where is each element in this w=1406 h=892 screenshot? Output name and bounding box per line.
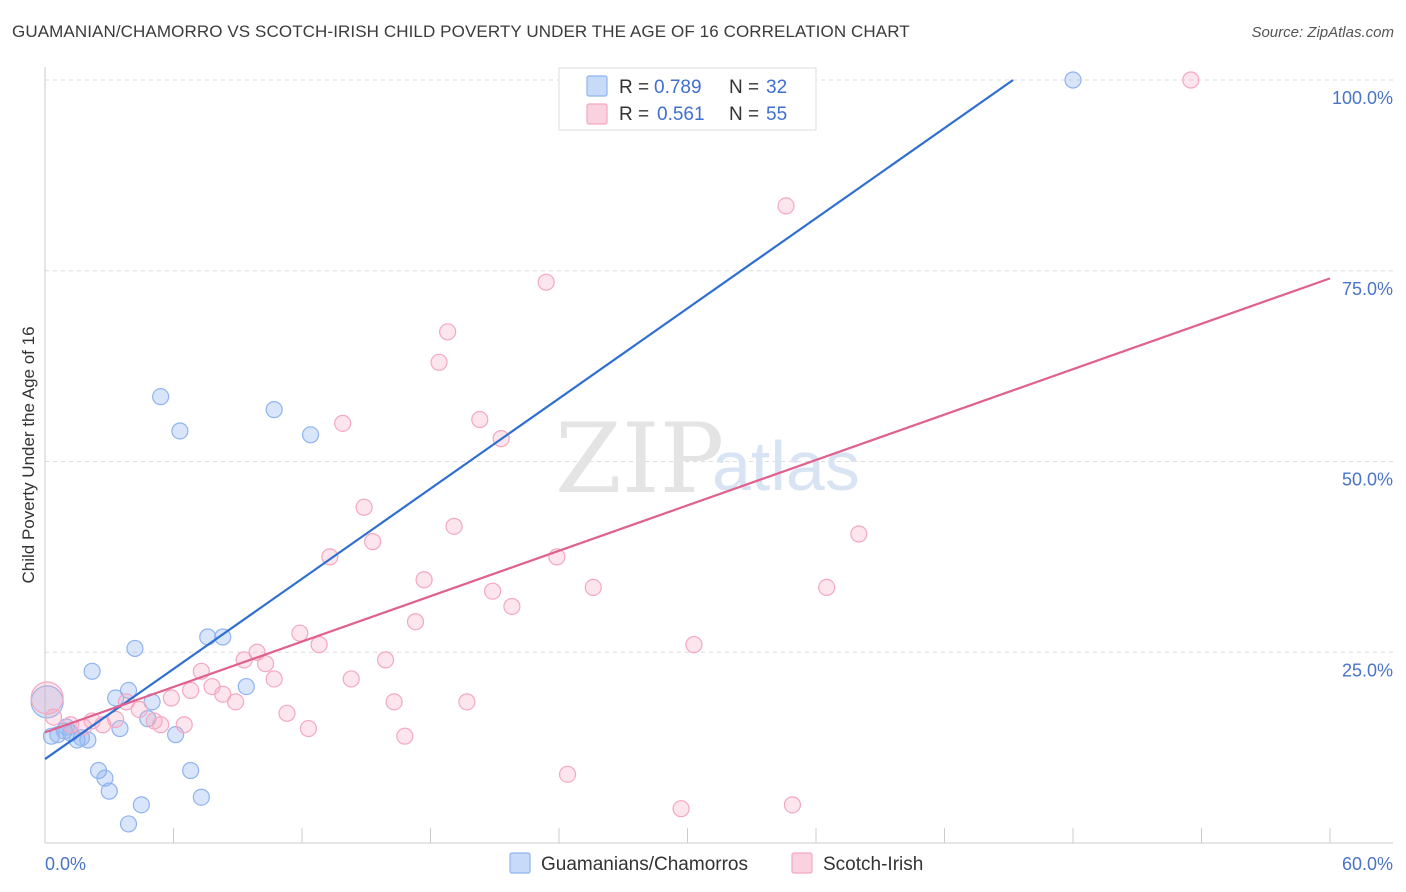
point-series0-27 — [214, 628, 232, 646]
point-series1-22 — [278, 704, 296, 722]
point-series0-21 — [152, 388, 170, 406]
point-series0-26 — [199, 628, 217, 646]
trend-line-series0 — [44, 79, 1014, 760]
y-tick-label-0: 25.0% — [1342, 660, 1393, 680]
watermark-atlas: atlas — [712, 427, 860, 505]
point-series1-50 — [777, 197, 795, 215]
legend-swatch-scotch-irish — [586, 103, 608, 125]
legend-n-label-2: N = — [729, 104, 759, 125]
point-series1-40 — [471, 410, 489, 429]
watermark-zip: ZIP — [555, 403, 724, 515]
point-series0-9 — [83, 662, 101, 680]
x-tick-label-1: 60.0% — [1342, 854, 1393, 874]
point-series0-24 — [182, 761, 200, 780]
point-series1-25 — [310, 636, 328, 654]
y-tick-label-3: 100.0% — [1332, 88, 1393, 108]
x-tick-label-0: 0.0% — [45, 854, 86, 874]
point-series0-8 — [79, 731, 97, 749]
point-series1-21 — [265, 670, 283, 688]
point-series1-36 — [430, 353, 448, 371]
legend-n-value-1: 32 — [766, 77, 787, 98]
bottom-legend-swatch-guamanian — [509, 852, 531, 874]
point-series1-34 — [406, 613, 425, 631]
point-series0-17 — [126, 639, 144, 658]
point-series0-23 — [171, 422, 189, 440]
y-tick-label-2: 75.0% — [1342, 279, 1393, 299]
point-series0-31 — [1064, 71, 1082, 89]
point-series1-44 — [537, 273, 555, 291]
legend-r-value-2: 0.561 — [657, 104, 705, 125]
legend-r-label-2: R = — [619, 104, 649, 125]
trend-lines — [44, 79, 1331, 760]
point-series1-29 — [355, 498, 373, 516]
trend-line-series1 — [44, 277, 1331, 734]
chart-title: GUAMANIAN/CHAMORRO VS SCOTCH-IRISH CHILD… — [12, 22, 910, 41]
y-axis-label: Child Poverty Under the Age of 16 — [19, 326, 38, 583]
bottom-legend-label-guamanian: Guamanians/Chamorros — [541, 854, 748, 875]
point-series0-28 — [237, 677, 255, 696]
legend-box: R = 0.789 N = 32 R = 0.561 N = 55 — [558, 67, 817, 131]
point-series1-16 — [214, 685, 232, 703]
point-series1-48 — [672, 800, 690, 818]
point-series1-49 — [685, 636, 703, 654]
point-series1-11 — [162, 689, 180, 707]
point-series1-33 — [396, 727, 414, 745]
point-series0-12 — [100, 782, 118, 800]
point-series0-29 — [265, 401, 283, 419]
point-series1-13 — [182, 681, 200, 700]
point-series1-32 — [385, 693, 403, 711]
point-series1-52 — [818, 578, 836, 596]
legend-r-value-1: 0.789 — [654, 77, 702, 98]
point-series0-15 — [119, 815, 138, 833]
point-series1-0 — [30, 681, 64, 715]
point-series1-28 — [342, 670, 360, 688]
point-series1-54 — [1182, 71, 1200, 89]
legend-r-label-1: R = — [619, 77, 649, 98]
point-series1-10 — [152, 716, 170, 734]
x-tick-labels: 0.0% 60.0% — [45, 854, 1393, 874]
point-series1-24 — [299, 719, 318, 738]
point-series0-30 — [301, 426, 320, 444]
point-series1-23 — [291, 624, 309, 642]
point-series0-13 — [107, 689, 125, 707]
bottom-legend: Guamanians/Chamorros Scotch-Irish — [509, 852, 923, 875]
legend-n-value-2: 55 — [766, 104, 787, 125]
point-series1-37 — [439, 323, 457, 341]
source-label: Source: ZipAtlas.com — [1251, 24, 1394, 41]
point-series0-25 — [192, 788, 210, 806]
point-series0-18 — [132, 796, 150, 814]
point-series1-12 — [175, 716, 193, 734]
point-series1-38 — [445, 517, 463, 535]
point-series0-11 — [96, 769, 114, 787]
legend-swatch-guamanian — [586, 75, 608, 97]
grid-lines — [45, 79, 1393, 653]
point-series1-8 — [130, 700, 148, 719]
point-series1-1 — [44, 708, 63, 726]
point-series0-14 — [111, 719, 129, 738]
legend-n-label-1: N = — [729, 77, 759, 98]
point-series1-46 — [558, 765, 577, 783]
y-tick-labels: 25.0% 50.0% 75.0% 100.0% — [1332, 88, 1393, 680]
bottom-legend-swatch-scotch-irish — [791, 852, 813, 874]
point-series1-6 — [107, 710, 125, 728]
point-series1-31 — [376, 651, 395, 669]
bottom-legend-label-scotch-irish: Scotch-Irish — [823, 854, 923, 875]
point-series1-35 — [415, 571, 433, 589]
point-series1-51 — [783, 796, 802, 814]
point-series1-47 — [584, 578, 602, 596]
point-series1-17 — [227, 693, 245, 711]
point-series1-27 — [334, 414, 352, 432]
point-series1-53 — [850, 525, 868, 543]
point-series1-20 — [256, 655, 275, 673]
y-tick-label-1: 50.0% — [1342, 470, 1393, 490]
point-series1-41 — [484, 582, 502, 600]
point-series1-43 — [503, 597, 521, 616]
point-series1-30 — [364, 533, 382, 551]
point-series1-39 — [458, 693, 476, 711]
